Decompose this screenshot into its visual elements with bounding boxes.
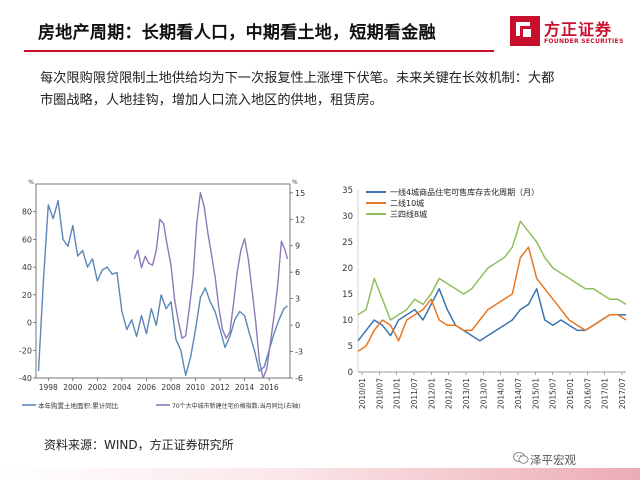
wechat-icon bbox=[513, 452, 529, 464]
x-tick-label: 2010/01 bbox=[358, 378, 367, 409]
x-tick-label: 2011/01 bbox=[393, 378, 402, 409]
x-tick-label: 2012/07 bbox=[445, 378, 454, 409]
y-tick-label: 10 bbox=[342, 316, 353, 326]
x-tick-label: 2017/07 bbox=[618, 378, 627, 409]
x-tick-label: 2011/07 bbox=[410, 378, 419, 409]
x-tick-label: 2006 bbox=[137, 383, 156, 392]
logo-subtitle: FOUNDER SECURITIES bbox=[544, 38, 624, 45]
left-tick-label: -20 bbox=[19, 346, 32, 355]
right-tick-label: -6 bbox=[295, 374, 303, 383]
land-purchase-vs-price-chart: % % 80 60 40 20 0 -20 -40 15 12 9 6 3 0 -3 -6 1998 2000 200… bbox=[19, 179, 305, 410]
inventory-cycle-chart: 35 30 25 20 15 10 5 0 2010/01 2010/07 2011/01 2011/… bbox=[342, 186, 627, 409]
x-tick-label: 2015/07 bbox=[549, 378, 558, 409]
x-tick-label: 2014 bbox=[235, 383, 254, 392]
brand-logo: 方正证券 FOUNDER SECURITIES bbox=[510, 14, 630, 54]
x-tick-label: 2010 bbox=[186, 383, 205, 392]
series-line-3 bbox=[357, 220, 627, 321]
logo-name: 方正证券 bbox=[544, 20, 613, 39]
x-tick-label: 2012 bbox=[211, 383, 230, 392]
x-tick-label: 2010/07 bbox=[375, 378, 384, 409]
left-tick-label: -40 bbox=[19, 374, 32, 383]
x-tick-label: 2014/01 bbox=[497, 378, 506, 409]
series-line-2 bbox=[357, 246, 627, 352]
x-tick-label: 1998 bbox=[39, 383, 58, 392]
right-tick-label: 12 bbox=[295, 215, 305, 224]
x-tick-label: 2013/01 bbox=[462, 378, 471, 409]
y-tick-label: 20 bbox=[342, 264, 353, 274]
legend-label-3: 三四线8城 bbox=[390, 209, 427, 219]
y-tick-label: 0 bbox=[348, 368, 353, 378]
x-tick-label: 2004 bbox=[112, 383, 131, 392]
legend-label-1: 一线4城商品住宅可售库存去化周期（月） bbox=[390, 187, 539, 197]
y-tick-label: 15 bbox=[342, 290, 353, 300]
x-tick-label: 2012/01 bbox=[427, 378, 436, 409]
page-title: 房地产周期：长期看人口，中期看土地，短期看金融 bbox=[38, 23, 436, 43]
x-tick-label: 2014/07 bbox=[514, 378, 523, 409]
summary-line-1: 每次限购限贷限制土地供给均为下一次报复性上涨埋下伏笔。未来关键在长效机制：大都 bbox=[40, 71, 555, 86]
x-tick-label: 2008 bbox=[161, 383, 180, 392]
summary-paragraph: 每次限购限贷限制土地供给均为下一次报复性上涨埋下伏笔。未来关键在长效机制：大都 … bbox=[40, 68, 615, 112]
series-line-1 bbox=[37, 199, 288, 376]
y-tick-label: 30 bbox=[342, 212, 353, 222]
x-tick-label: 2013/07 bbox=[479, 378, 488, 409]
x-tick-label: 2000 bbox=[63, 383, 82, 392]
series-line-1 bbox=[357, 288, 626, 342]
source-note: 资料来源：WIND，方正证券研究所 bbox=[44, 438, 234, 452]
y-tick-label: 25 bbox=[342, 238, 353, 248]
legend-label-2: 70个大中城市新建住宅价格指数:当月同比(右轴) bbox=[172, 402, 300, 410]
x-tick-label: 2016 bbox=[260, 383, 279, 392]
legend-label-1: 本年购置土地面积:累计同比 bbox=[38, 401, 119, 410]
x-tick-label: 2016/01 bbox=[566, 378, 575, 409]
series-line-2 bbox=[133, 192, 289, 379]
summary-line-2: 市圈战略，人地挂钩，增加人口流入地区的供地，租赁房。 bbox=[40, 93, 383, 108]
x-tick-label: 2002 bbox=[88, 383, 107, 392]
y-tick-label: 5 bbox=[348, 342, 353, 352]
wechat-account-name: 泽平宏观 bbox=[530, 453, 576, 467]
left-tick-label: 80 bbox=[22, 208, 32, 217]
right-tick-label: 9 bbox=[295, 242, 300, 251]
y-tick-label: 35 bbox=[342, 186, 353, 196]
right-tick-label: 15 bbox=[295, 189, 305, 198]
x-tick-label: 2016/07 bbox=[583, 378, 592, 409]
left-tick-label: 0 bbox=[27, 319, 32, 328]
title-divider bbox=[24, 50, 494, 52]
left-tick-label: 40 bbox=[22, 263, 32, 272]
left-tick-label: 60 bbox=[22, 235, 32, 244]
legend-label-2: 二线10城 bbox=[390, 198, 424, 208]
header-bar: 房地产周期：长期看人口，中期看土地，短期看金融 方正证券 FOUNDER SEC… bbox=[0, 0, 640, 62]
right-tick-label: 6 bbox=[295, 268, 300, 277]
left-tick-label: 20 bbox=[22, 291, 32, 300]
x-tick-label: 2017/01 bbox=[601, 378, 610, 409]
footer-bar bbox=[0, 468, 640, 480]
right-axis-unit: % bbox=[292, 179, 298, 186]
left-axis-unit: % bbox=[28, 179, 34, 186]
right-tick-label: -3 bbox=[295, 348, 303, 357]
x-tick-label: 2015/01 bbox=[531, 378, 540, 409]
right-tick-label: 0 bbox=[295, 321, 300, 330]
right-tick-label: 3 bbox=[295, 295, 300, 304]
plot-frame bbox=[35, 183, 291, 379]
founder-logo-icon bbox=[510, 16, 540, 46]
